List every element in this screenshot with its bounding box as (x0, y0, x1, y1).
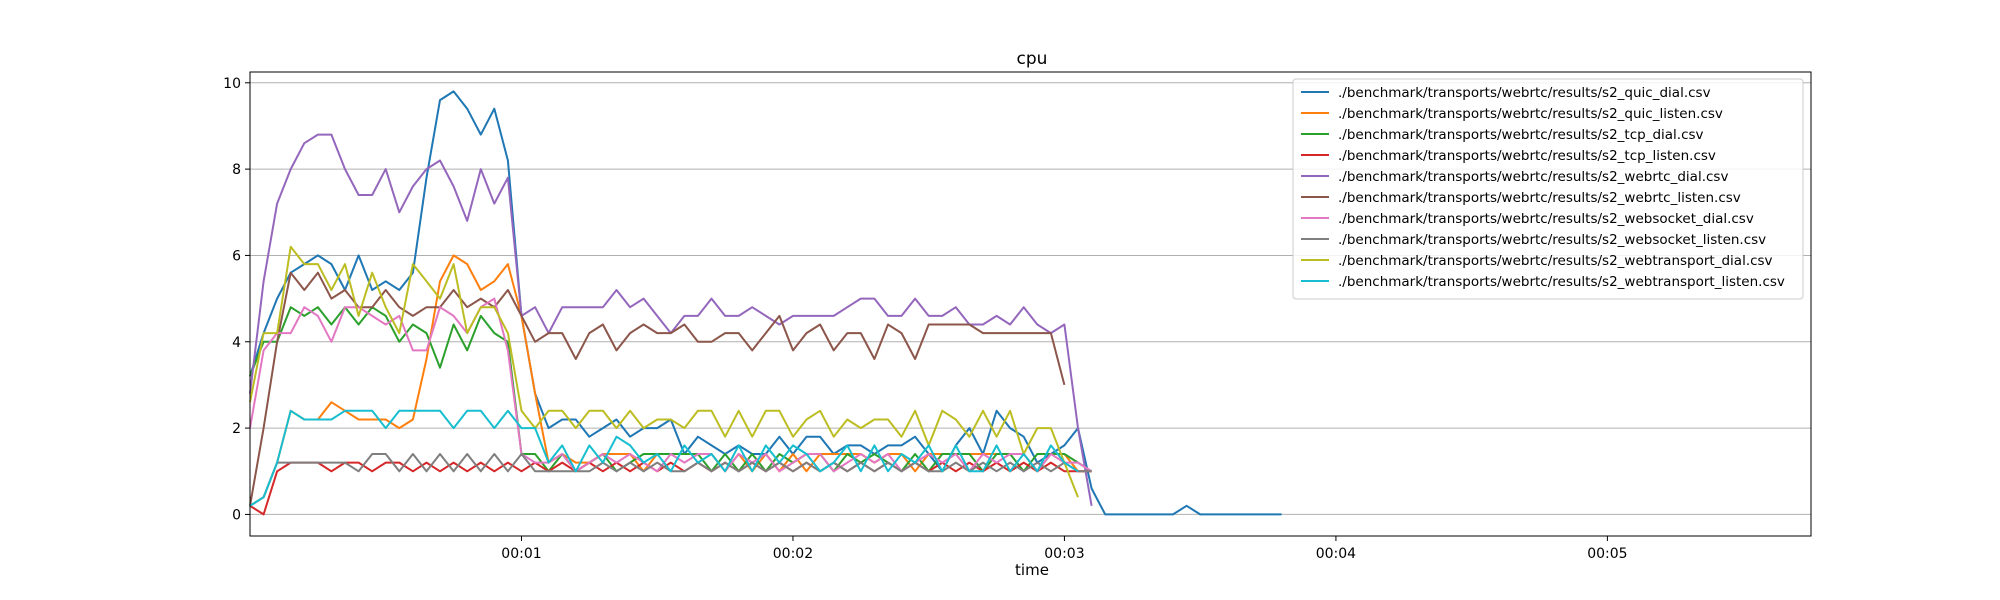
y-tick-label: 4 (232, 335, 241, 351)
legend-box (1292, 78, 1804, 300)
y-tick-label: 0 (232, 507, 241, 523)
x-axis-label: time (1015, 561, 1049, 579)
x-tick-label: 00:04 (1316, 546, 1356, 562)
legend: ./benchmark/transports/webrtc/results/s2… (1292, 78, 1804, 300)
chart-title: cpu (1017, 49, 1048, 69)
series-line-8 (249, 245, 1079, 498)
x-axis-ticks: 00:01 00:02 00:03 00:04 00:05 (501, 536, 1628, 562)
y-tick-label: 6 (232, 248, 241, 264)
legend-label: ./benchmark/transports/webrtc/results/s2… (1338, 148, 1716, 164)
series-lines (249, 90, 1282, 516)
series-line-4 (249, 133, 1093, 506)
legend-label: ./benchmark/transports/webrtc/results/s2… (1338, 232, 1766, 248)
y-tick-label: 2 (232, 421, 241, 437)
x-tick-label: 00:05 (1587, 546, 1627, 562)
legend-label: ./benchmark/transports/webrtc/results/s2… (1338, 274, 1785, 290)
x-tick-label: 00:03 (1044, 546, 1084, 562)
series-line-6 (249, 297, 1093, 473)
series-line-3 (249, 461, 1092, 516)
y-axis-ticks: 0 2 4 6 8 10 (223, 76, 250, 523)
series-line-9 (249, 409, 1079, 507)
legend-label: ./benchmark/transports/webrtc/results/s2… (1338, 169, 1728, 185)
x-tick-label: 00:01 (501, 546, 541, 562)
x-tick-label: 00:02 (773, 546, 813, 562)
y-tick-label: 10 (223, 76, 241, 92)
series-line-5 (249, 271, 1066, 506)
legend-label: ./benchmark/transports/webrtc/results/s2… (1338, 190, 1741, 206)
legend-label: ./benchmark/transports/webrtc/results/s2… (1338, 211, 1754, 227)
plot-frame (249, 71, 1812, 537)
y-tick-label: 8 (232, 162, 241, 178)
legend-label: ./benchmark/transports/webrtc/results/s2… (1338, 85, 1711, 101)
legend-label: ./benchmark/transports/webrtc/results/s2… (1338, 106, 1723, 122)
legend-label: ./benchmark/transports/webrtc/results/s2… (1338, 127, 1704, 143)
legend-label: ./benchmark/transports/webrtc/results/s2… (1338, 253, 1773, 269)
